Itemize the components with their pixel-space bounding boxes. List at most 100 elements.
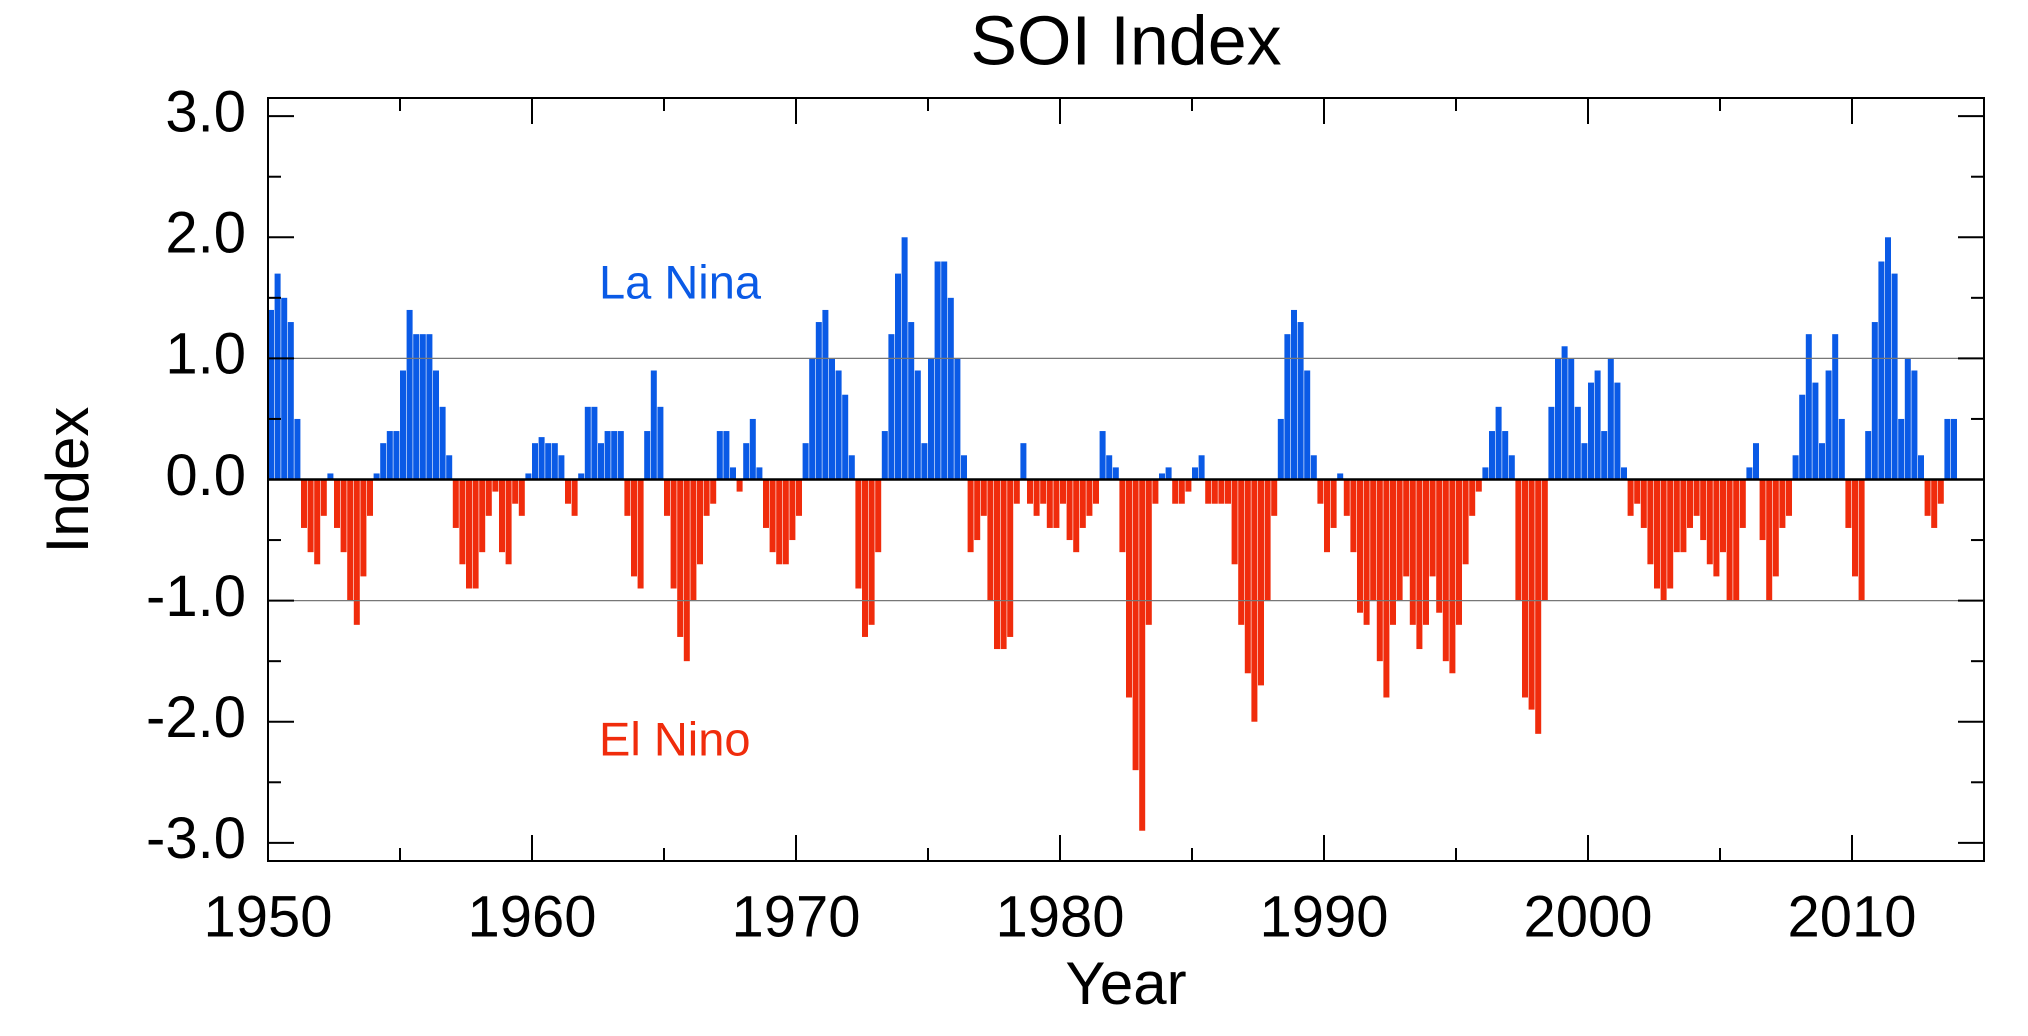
bar <box>1178 479 1185 504</box>
bar <box>1013 479 1020 504</box>
bar <box>1449 479 1456 674</box>
bar <box>776 479 783 565</box>
bar <box>1185 479 1192 492</box>
bar <box>934 261 941 480</box>
bar <box>320 479 327 516</box>
bar <box>914 370 921 480</box>
bar <box>1574 406 1581 480</box>
bar <box>1112 467 1119 480</box>
bar <box>1436 479 1443 613</box>
bar <box>1106 455 1113 480</box>
bar <box>1772 479 1779 577</box>
bar <box>1297 322 1304 480</box>
bar <box>987 479 994 601</box>
bar <box>637 479 644 589</box>
bar <box>842 394 849 480</box>
bar <box>677 479 684 637</box>
bar <box>406 309 413 480</box>
bar <box>1429 479 1436 577</box>
bar <box>578 473 585 480</box>
bar <box>1284 334 1291 480</box>
bar <box>1126 479 1132 698</box>
bar <box>1225 479 1231 504</box>
bar <box>1779 479 1786 528</box>
bar <box>1759 479 1766 541</box>
bar <box>340 479 347 553</box>
bar <box>1040 479 1047 504</box>
bar <box>1660 479 1667 601</box>
bar <box>1409 479 1416 625</box>
bar <box>1475 479 1482 492</box>
bar <box>1871 322 1878 480</box>
y-tick-label: 2.0 <box>165 201 246 266</box>
bar <box>1588 382 1594 480</box>
bar <box>1621 467 1627 480</box>
bar <box>1376 479 1383 662</box>
chart-title: SOI Index <box>970 1 1281 79</box>
bar <box>1396 479 1403 601</box>
bar <box>895 273 901 480</box>
bar <box>1007 479 1014 637</box>
bar <box>1581 443 1588 480</box>
bar <box>980 479 987 516</box>
bar <box>967 479 974 553</box>
y-tick-label: 1.0 <box>165 322 246 387</box>
bar <box>294 418 301 480</box>
bar <box>1218 479 1225 504</box>
bar <box>796 479 802 516</box>
bar <box>1502 431 1509 480</box>
bar <box>538 437 545 480</box>
bar <box>875 479 882 553</box>
bar <box>459 479 466 565</box>
bar <box>1634 479 1641 504</box>
bar <box>485 479 492 516</box>
bar <box>1614 382 1621 480</box>
y-tick-label: -1.0 <box>146 564 246 629</box>
bar <box>1937 479 1944 504</box>
bar <box>1337 473 1344 480</box>
bar <box>367 479 373 516</box>
bar <box>1766 479 1773 601</box>
annotation: La Nina <box>599 255 762 308</box>
bar <box>908 322 915 480</box>
bar <box>584 406 591 480</box>
bar <box>1852 479 1858 577</box>
bar <box>1482 467 1489 480</box>
bar <box>716 431 723 480</box>
bar <box>1944 418 1951 480</box>
bar <box>809 358 816 480</box>
bar <box>1330 479 1337 528</box>
bar <box>1792 455 1799 480</box>
bar <box>1416 479 1423 650</box>
bar <box>1390 479 1396 625</box>
bar <box>928 358 934 480</box>
bar <box>1324 479 1330 553</box>
bar <box>921 443 928 480</box>
bar <box>551 443 558 480</box>
bar <box>1687 479 1693 528</box>
bar <box>545 443 552 480</box>
bar <box>1238 479 1245 625</box>
bar <box>604 431 611 480</box>
bar <box>413 334 420 480</box>
bar <box>360 479 367 577</box>
bar <box>1073 479 1080 553</box>
bar <box>881 431 888 480</box>
bar <box>1423 479 1429 625</box>
bar <box>1594 370 1601 480</box>
annotation: El Nino <box>599 712 751 765</box>
bar <box>1858 479 1865 601</box>
bar <box>1152 479 1159 504</box>
bar <box>1403 479 1410 577</box>
bar <box>472 479 479 589</box>
bar <box>400 370 406 480</box>
bar <box>1561 346 1568 480</box>
bar <box>697 479 703 565</box>
bar <box>789 479 796 541</box>
bar <box>334 479 340 528</box>
bar <box>1522 479 1528 698</box>
bar <box>532 443 538 480</box>
bar <box>683 479 690 662</box>
bar <box>419 334 426 480</box>
